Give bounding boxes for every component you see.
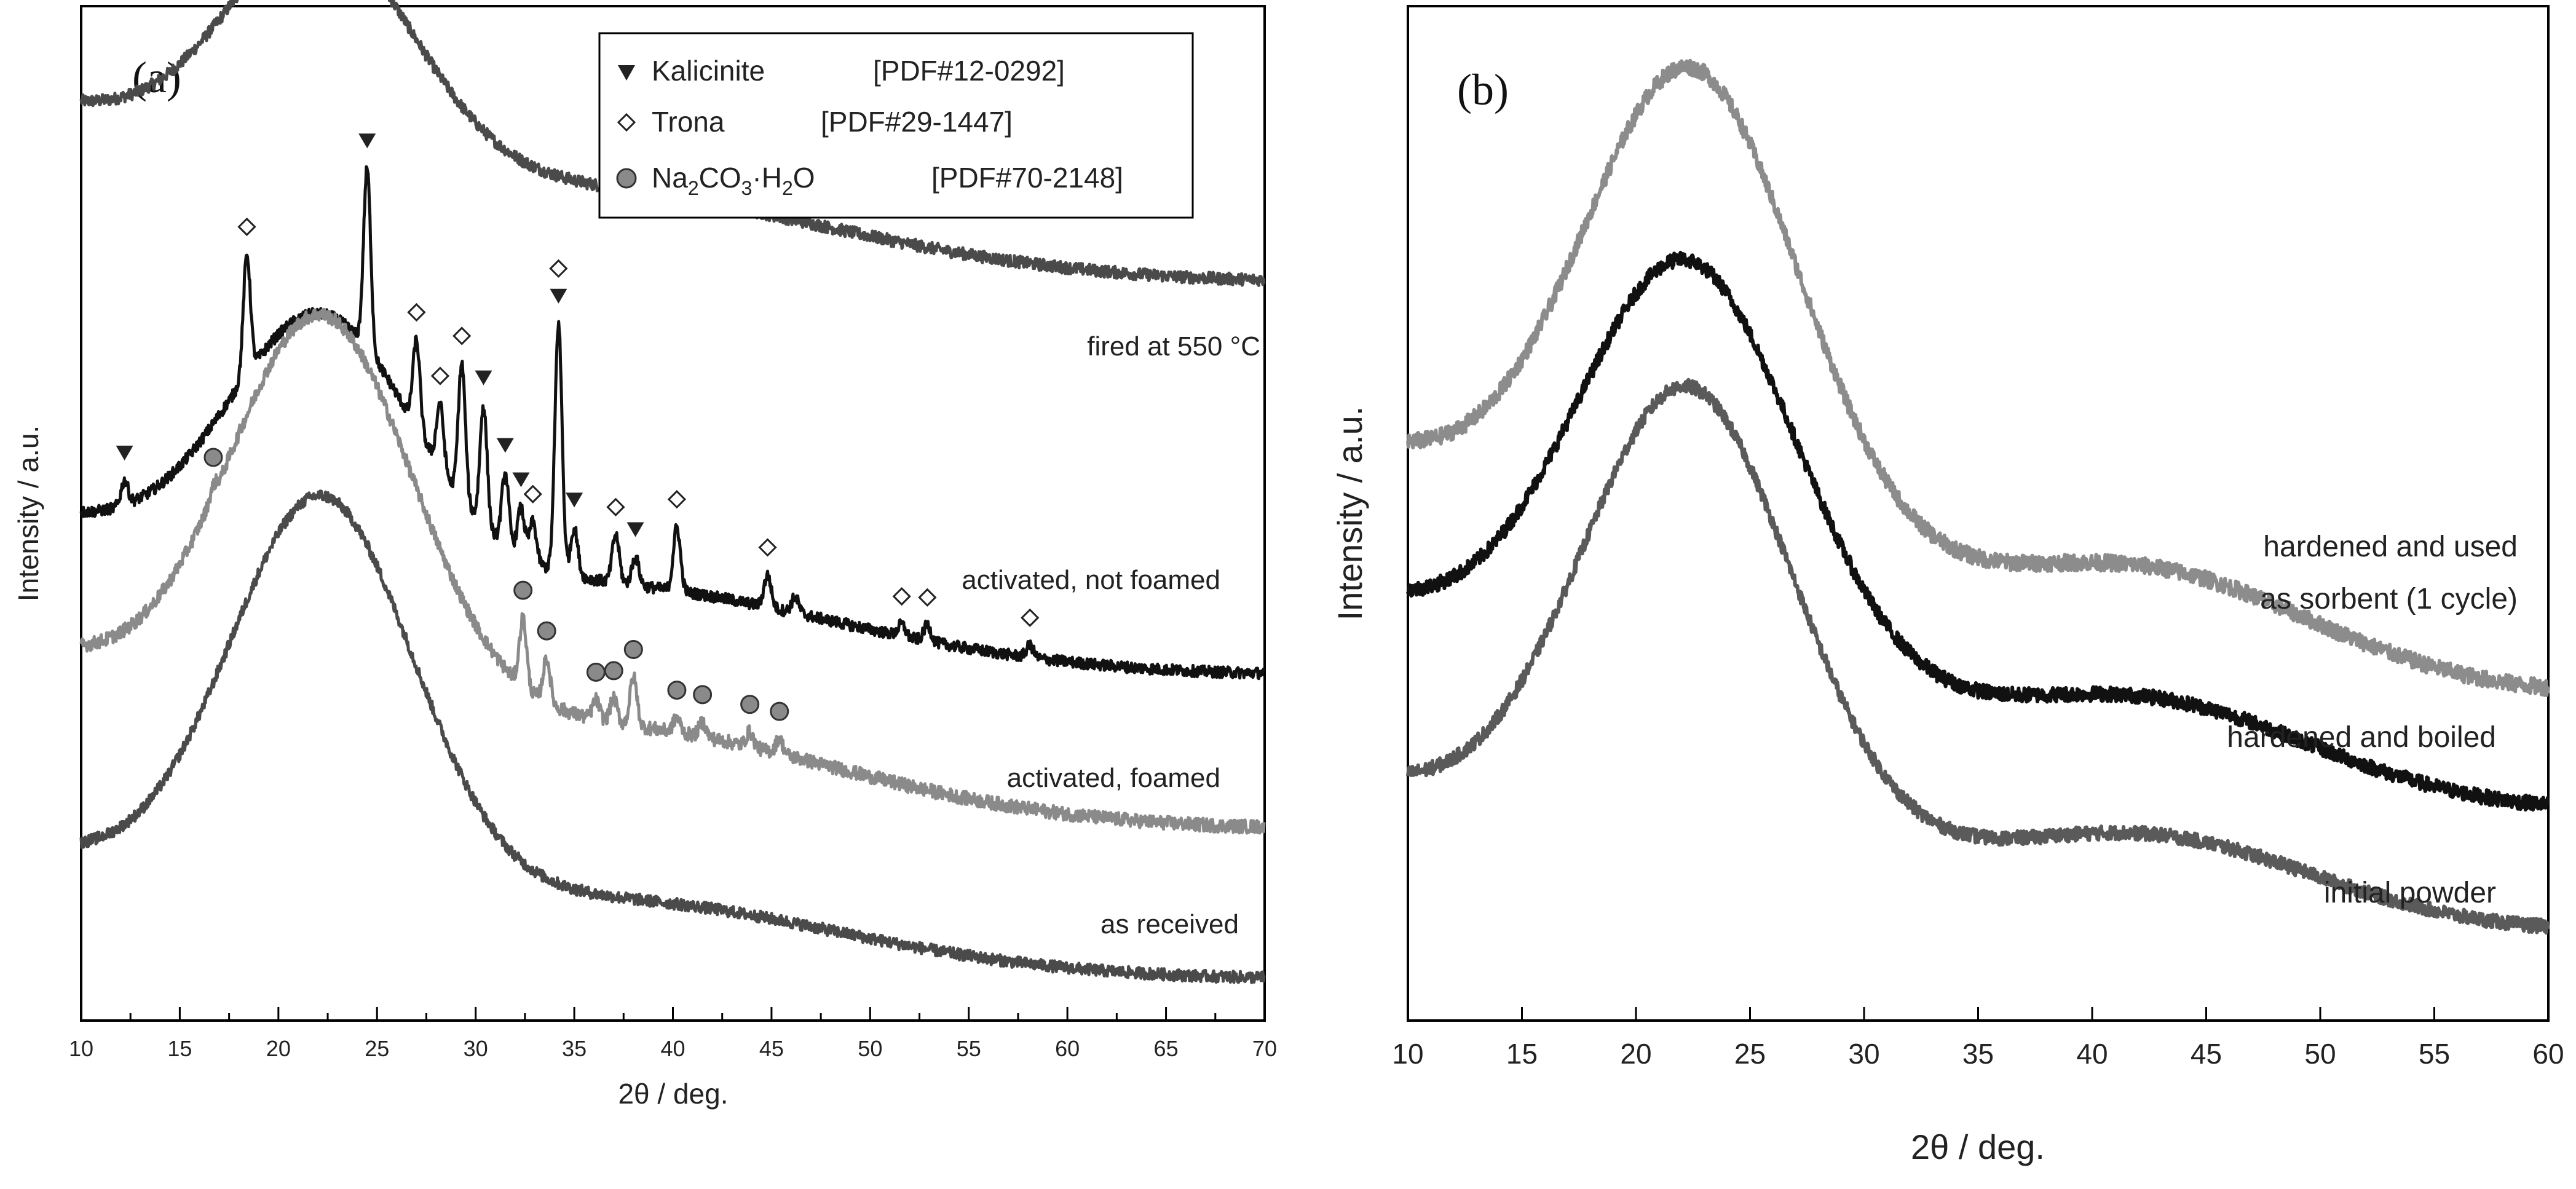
panel-b-ylabel: Intensity / a.u. (1330, 406, 1369, 621)
b-tick-label: 10 (1392, 1038, 1423, 1070)
a-tick-label: 30 (464, 1036, 488, 1061)
trona-marker (407, 302, 426, 322)
panel-a-ylabel: Intensity / a.u. (12, 425, 44, 601)
a-tick-label: 10 (69, 1036, 93, 1061)
legend-kalicinite-ref: [PDF#12-0292] (873, 55, 1065, 87)
trona-marker (667, 490, 687, 509)
panel-a: (a) 10 15 20 25 30 35 40 45 50 55 60 65 70 fired at … (12, 0, 1277, 1110)
series-label-boiled: hardened and boiled (2227, 721, 2496, 754)
a-tick-label: 65 (1154, 1036, 1179, 1061)
trona-marker (892, 587, 911, 606)
panel-b-frame (1407, 5, 2550, 1022)
series-label-used-line2: as sorbent (1 cycle) (2260, 583, 2518, 615)
a-tick-label: 15 (167, 1036, 192, 1061)
b-tick-label: 25 (1734, 1038, 1766, 1070)
panel-a-xlabel: 2θ / deg. (618, 1078, 728, 1110)
b-tick-label: 45 (2191, 1038, 2222, 1070)
series-label-used-line1: hardened and used (2263, 531, 2518, 563)
legend-trona-marker (617, 113, 636, 132)
trona-marker (606, 497, 625, 516)
series-label-initial: initial powder (2324, 877, 2496, 909)
b-tick-label: 55 (2419, 1038, 2450, 1070)
kalicinite-marker (358, 133, 376, 149)
kalicinite-marker (626, 522, 644, 537)
a-series-line-2 (79, 307, 1266, 835)
kalicinite-marker (512, 472, 530, 488)
trona-marker (523, 484, 542, 504)
trona-marker (918, 588, 937, 607)
a-tick-label: 20 (266, 1036, 291, 1061)
legend-kalicinite-marker (618, 65, 635, 81)
legend-na2co3-name: Na2CO3·H2O (652, 162, 815, 199)
b-tick-label: 40 (2076, 1038, 2108, 1070)
kalicinite-marker (116, 445, 133, 460)
trona-marker (1021, 608, 1040, 627)
na2co3h2o-marker (604, 661, 623, 681)
kalicinite-marker (550, 288, 567, 304)
legend-na2co3-marker (616, 168, 637, 189)
na2co3h2o-marker (667, 681, 687, 700)
b-tick-label: 35 (1962, 1038, 1994, 1070)
b-tick-label: 60 (2532, 1038, 2564, 1070)
a-tick-label: 40 (660, 1036, 685, 1061)
trona-marker (549, 259, 568, 278)
a-tick-label: 25 (365, 1036, 389, 1061)
na2co3h2o-marker (770, 701, 789, 721)
kalicinite-marker (475, 370, 492, 385)
a-tick-label: 55 (957, 1036, 981, 1061)
legend-kalicinite-name: Kalicinite (652, 55, 765, 87)
b-tick-label: 50 (2304, 1038, 2336, 1070)
a-series-line-3 (79, 489, 1266, 984)
b-series-line-2 (1406, 377, 2550, 934)
na2co3h2o-marker (623, 639, 643, 659)
trona-marker (758, 538, 777, 557)
a-tick-label: 50 (858, 1036, 882, 1061)
legend-box (598, 32, 1194, 219)
a-tick-label: 45 (759, 1036, 784, 1061)
trona-marker (430, 366, 450, 385)
panel-b-label: (b) (1457, 65, 1509, 114)
series-label-foamed: activated, foamed (1007, 763, 1220, 793)
legend-na2co3-ref: [PDF#70-2148] (931, 162, 1123, 194)
na2co3h2o-marker (537, 621, 556, 641)
series-label-fired: fired at 550 °C (1087, 331, 1260, 361)
legend-trona-name: Trona (652, 106, 725, 138)
trona-marker (237, 217, 256, 237)
legend: Kalicinite [PDF#12-0292] Trona [PDF#29-1… (598, 32, 1194, 219)
panel-b: (b) 10 15 20 25 30 35 40 45 50 55 60 hardened and … (1330, 5, 2564, 1166)
b-series-line-1 (1406, 250, 2550, 812)
na2co3h2o-marker (586, 662, 606, 682)
a-series-line-1 (79, 165, 1266, 681)
kalicinite-marker (566, 492, 583, 508)
na2co3h2o-marker (203, 448, 223, 467)
b-tick-label: 15 (1506, 1038, 1538, 1070)
legend-trona-ref: [PDF#29-1447] (821, 106, 1013, 138)
a-tick-label: 35 (562, 1036, 587, 1061)
na2co3h2o-marker (693, 685, 713, 705)
a-tick-label: 60 (1055, 1036, 1080, 1061)
b-tick-label: 30 (1848, 1038, 1879, 1070)
kalicinite-marker (496, 438, 514, 453)
b-series-line-0 (1406, 58, 2550, 697)
na2co3h2o-marker (740, 695, 760, 714)
a-tick-label: 70 (1252, 1036, 1277, 1061)
na2co3h2o-marker (513, 580, 533, 600)
series-label-not-foamed: activated, not foamed (962, 565, 1220, 595)
panel-b-xlabel: 2θ / deg. (1911, 1128, 2045, 1166)
trona-marker (452, 326, 472, 346)
b-tick-label: 20 (1620, 1038, 1651, 1070)
series-label-as-received: as received (1100, 909, 1239, 939)
